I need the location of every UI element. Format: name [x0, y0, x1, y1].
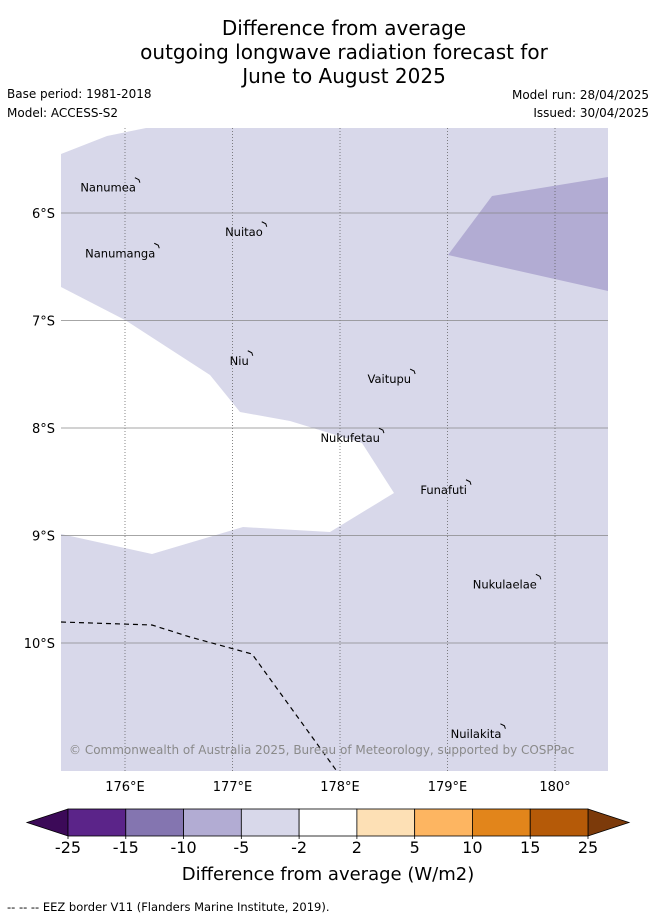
colorbar-tick-label: 5 — [410, 838, 420, 857]
colorbar-under-arrow — [25, 808, 69, 837]
copyright-notice: © Commonwealth of Australia 2025, Bureau… — [69, 743, 574, 757]
title-line-3: June to August 2025 — [242, 64, 446, 88]
near-average-region — [61, 287, 394, 554]
colorbar-tick-label: 25 — [578, 838, 598, 857]
island-outline — [261, 221, 268, 227]
colorbar-segment — [356, 808, 416, 837]
island-label: Niu — [230, 354, 249, 368]
colorbar-tick-label: -25 — [55, 838, 81, 857]
latitude-tick-label: 10°S — [24, 637, 55, 652]
island-label: Vaitupu — [367, 372, 411, 386]
colorbar-title: Difference from average (W/m2) — [182, 864, 474, 885]
colorbar-segment — [240, 808, 300, 837]
title-line-2: outgoing longwave radiation forecast for — [140, 40, 548, 64]
island-marker: Nuilakita — [451, 723, 506, 741]
island-label: Nanumanga — [85, 246, 155, 260]
colorbar-tick-label: 15 — [520, 838, 540, 857]
top-edge-gap — [61, 128, 146, 154]
colorbar-tick-label: 10 — [462, 838, 482, 857]
base-period: Base period: 1981-2018 — [7, 87, 152, 101]
island-marker: Nanumea — [80, 177, 141, 195]
model-name: Model: ACCESS-S2 — [7, 106, 119, 120]
map-title: Difference from average outgoing longwav… — [0, 16, 655, 88]
island-outline — [500, 723, 506, 729]
colorbar-segment — [67, 808, 127, 837]
colorbar-tick-label: -5 — [233, 838, 249, 857]
island-label: Nukulaelae — [473, 577, 537, 591]
island-marker: Nukulaelae — [473, 573, 542, 591]
island-marker: Nuitao — [225, 221, 268, 239]
longitude-tick-label: 178°E — [320, 780, 360, 795]
longitude-tick-label: 180° — [539, 780, 570, 795]
island-outline — [134, 177, 141, 183]
latitude-tick-label: 6°S — [32, 207, 55, 222]
longitude-tick-label: 176°E — [105, 780, 145, 795]
island-marker: Niu — [230, 350, 254, 368]
eez-border-line — [60, 621, 337, 771]
island-marker: Funafuti — [420, 479, 472, 497]
colorbar-segment — [472, 808, 531, 837]
colorbar-over-arrow — [587, 808, 631, 837]
title-line-1: Difference from average — [221, 16, 467, 40]
island-outline — [535, 573, 542, 580]
island-outline — [465, 479, 472, 485]
colorbar-segment — [529, 808, 589, 837]
colorbar-segment — [125, 808, 184, 837]
colorbar-tick-label: -15 — [113, 838, 139, 857]
longitude-tick-label: 179°E — [428, 780, 468, 795]
island-marker: Nukufetau — [320, 427, 385, 445]
longitude-labels: 176°E 177°E 178°E 179°E 180° — [105, 780, 570, 795]
island-outline — [378, 427, 385, 434]
latitude-labels: 6°S 7°S 8°S 9°S 10°S — [24, 207, 55, 652]
colorbar-segment — [414, 808, 473, 837]
island-outline — [154, 242, 160, 249]
colorbar-segment — [183, 808, 242, 837]
island-label: Nukufetau — [320, 431, 379, 445]
island-label: Funafuti — [420, 483, 467, 497]
latitude-tick-label: 9°S — [32, 530, 55, 545]
island-outline — [247, 350, 254, 356]
colorbar-segment — [298, 808, 358, 837]
eez-legend-note: -- -- -- EEZ border V11 (Flanders Marine… — [7, 900, 330, 914]
graticule — [61, 128, 608, 771]
model-run: Model run: 28/04/2025 — [511, 88, 649, 102]
colorbar-tick-label: 2 — [352, 838, 362, 857]
issued-date: Issued: 30/04/2025 — [533, 106, 649, 120]
latitude-tick-label: 7°S — [32, 315, 55, 330]
longitude-tick-label: 177°E — [213, 780, 253, 795]
island-marker: Nanumanga — [85, 242, 160, 260]
island-label: Nanumea — [80, 181, 136, 195]
island-label: Nuitao — [225, 225, 263, 239]
negative-anomaly-patch — [448, 177, 608, 291]
island-outline — [409, 368, 416, 375]
colorbar-tick-label: -2 — [291, 838, 307, 857]
islands-layer: Nanumea Nuitao Nanumanga Niu Vaitupu Nukufeta… — [80, 177, 542, 741]
colorbar-tick-label: -10 — [170, 838, 196, 857]
latitude-tick-label: 8°S — [32, 422, 55, 437]
island-marker: Vaitupu — [367, 368, 416, 386]
map-panel: Nanumea Nuitao Nanumanga Niu Vaitupu Nukufeta… — [60, 128, 608, 771]
island-label: Nuilakita — [451, 727, 502, 741]
